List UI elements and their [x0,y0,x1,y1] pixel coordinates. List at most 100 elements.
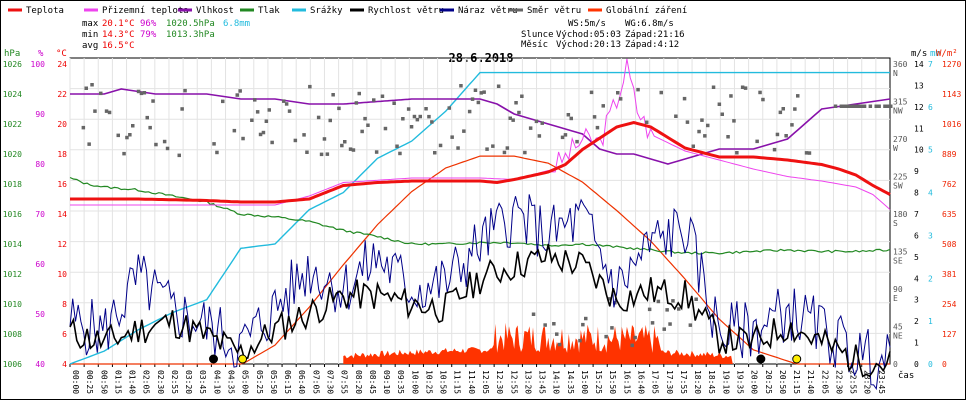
sun-marker [792,354,802,364]
wind-direction-point [142,91,147,95]
mm-tick: 2 [928,274,933,283]
x-tick-label: 00:25 [85,370,94,394]
wind-direction-point [409,125,414,129]
wind-direction-point [261,130,266,135]
wind-gust-line [69,194,891,391]
stats-min-temp: 14.3°C [102,30,135,40]
x-tick-label: 21:15 [792,370,801,394]
mm-tick: 0 [928,360,933,369]
wind-direction-point [647,307,652,312]
wind-direction-point [886,104,890,108]
x-tick-label: 17:05 [651,370,660,394]
dir-name: W [893,144,898,153]
degc-tick: 12 [57,240,67,249]
wind-direction-point [328,118,332,123]
wind-direction-point [604,334,608,339]
wind-direction-point [308,84,312,89]
wind-direction-point [430,120,434,124]
dir-tick: 0 [893,360,898,369]
degc-tick: 10 [57,270,67,279]
axis-label-hpa: hPa [4,49,20,59]
wm2-tick: 1016 [942,120,961,129]
x-tick-label: 19:10 [721,370,730,394]
wind-direction-point [235,93,239,97]
wind-direction-point [566,113,571,117]
wind-direction-point [316,115,321,120]
wind-direction-point [87,142,91,146]
wind-direction-point [162,139,167,144]
wind-direction-point [706,123,710,128]
wind-direction-point [685,120,690,124]
wind-direction-point [677,307,681,311]
wind-direction-point [392,101,396,105]
x-tick-label: 05:50 [269,370,278,394]
wind-direction-point [415,117,420,122]
stats-max-hum: 96% [140,19,157,29]
wind-direction-point [450,135,454,139]
wind-direction-point [862,104,867,108]
axis-label-degc: °C [56,49,67,59]
x-tick-label: 02:05 [142,370,151,394]
x-tick-label: 07:05 [311,370,320,394]
wind-direction-point [694,297,698,301]
wind-direction-point [267,108,271,112]
wind-direction-point [616,91,620,95]
wind-direction-point [212,142,216,146]
x-tick-label: 01:15 [113,370,122,394]
wind-direction-point [467,109,472,114]
dir-name: N [893,69,898,78]
wind-direction-point [136,89,141,94]
wind-direction-point [366,123,370,127]
mm-tick: 4 [928,189,933,198]
precipitation-line [69,71,890,365]
wind-direction-point [505,146,510,150]
x-tick-label: 15:25 [594,370,603,394]
degc-tick: 22 [57,90,67,99]
degc-tick: 18 [57,150,67,159]
wind-direction-point [563,133,568,137]
x-tick-label: 20:50 [778,370,787,394]
x-tick-label: 20:25 [764,370,773,394]
stats-ws: WS:5m/s [568,19,606,29]
stats-avg-temp: 16.5°C [102,41,135,51]
wm2-tick: 1270 [942,60,961,69]
x-tick-label: 22:55 [849,370,858,394]
wind-direction-point [264,119,269,123]
legend-item: Srážky [310,6,343,16]
degc-tick: 6 [62,330,67,339]
wind-direction-point [462,129,466,133]
wind-direction-point [543,323,547,327]
stats-min-press: 1013.3hPa [166,30,215,40]
stats-min-label: min [82,30,98,40]
stats-moon-label: Měsíc [521,40,548,50]
wind-direction-point [401,117,405,121]
wind-direction-point [578,338,582,343]
stats-max-temp: 20.1°C [102,19,135,29]
wind-direction-point [671,299,675,303]
x-tick-label: 09:35 [396,370,405,394]
temperature-line [70,120,891,204]
x-tick-label: 20:00 [750,370,759,394]
wind-direction-point [354,101,359,105]
x-tick-label: 12:30 [495,370,504,394]
x-tick-label: 15:00 [580,370,589,394]
mm-tick: 5 [928,146,933,155]
wind-direction-point [456,146,460,150]
wind-direction-point [662,327,666,331]
x-tick-label: 10:25 [424,370,433,394]
wm2-tick: 0 [942,360,947,369]
wind-direction-point [253,98,257,102]
wind-direction-point [473,88,478,92]
pct-tick: 40 [35,360,45,369]
wind-direction-point [581,322,585,327]
wind-direction-point [482,90,486,94]
wind-direction-point [854,104,858,108]
x-tick-label: 23:20 [863,370,872,394]
wind-speed-line [69,243,891,378]
wind-direction-point [688,323,693,327]
hpa-tick: 1026 [3,60,22,69]
wind-direction-point [575,139,579,144]
wind-direction-point [380,94,385,98]
wm2-tick: 127 [942,330,957,339]
ms-tick: 7 [914,210,919,219]
